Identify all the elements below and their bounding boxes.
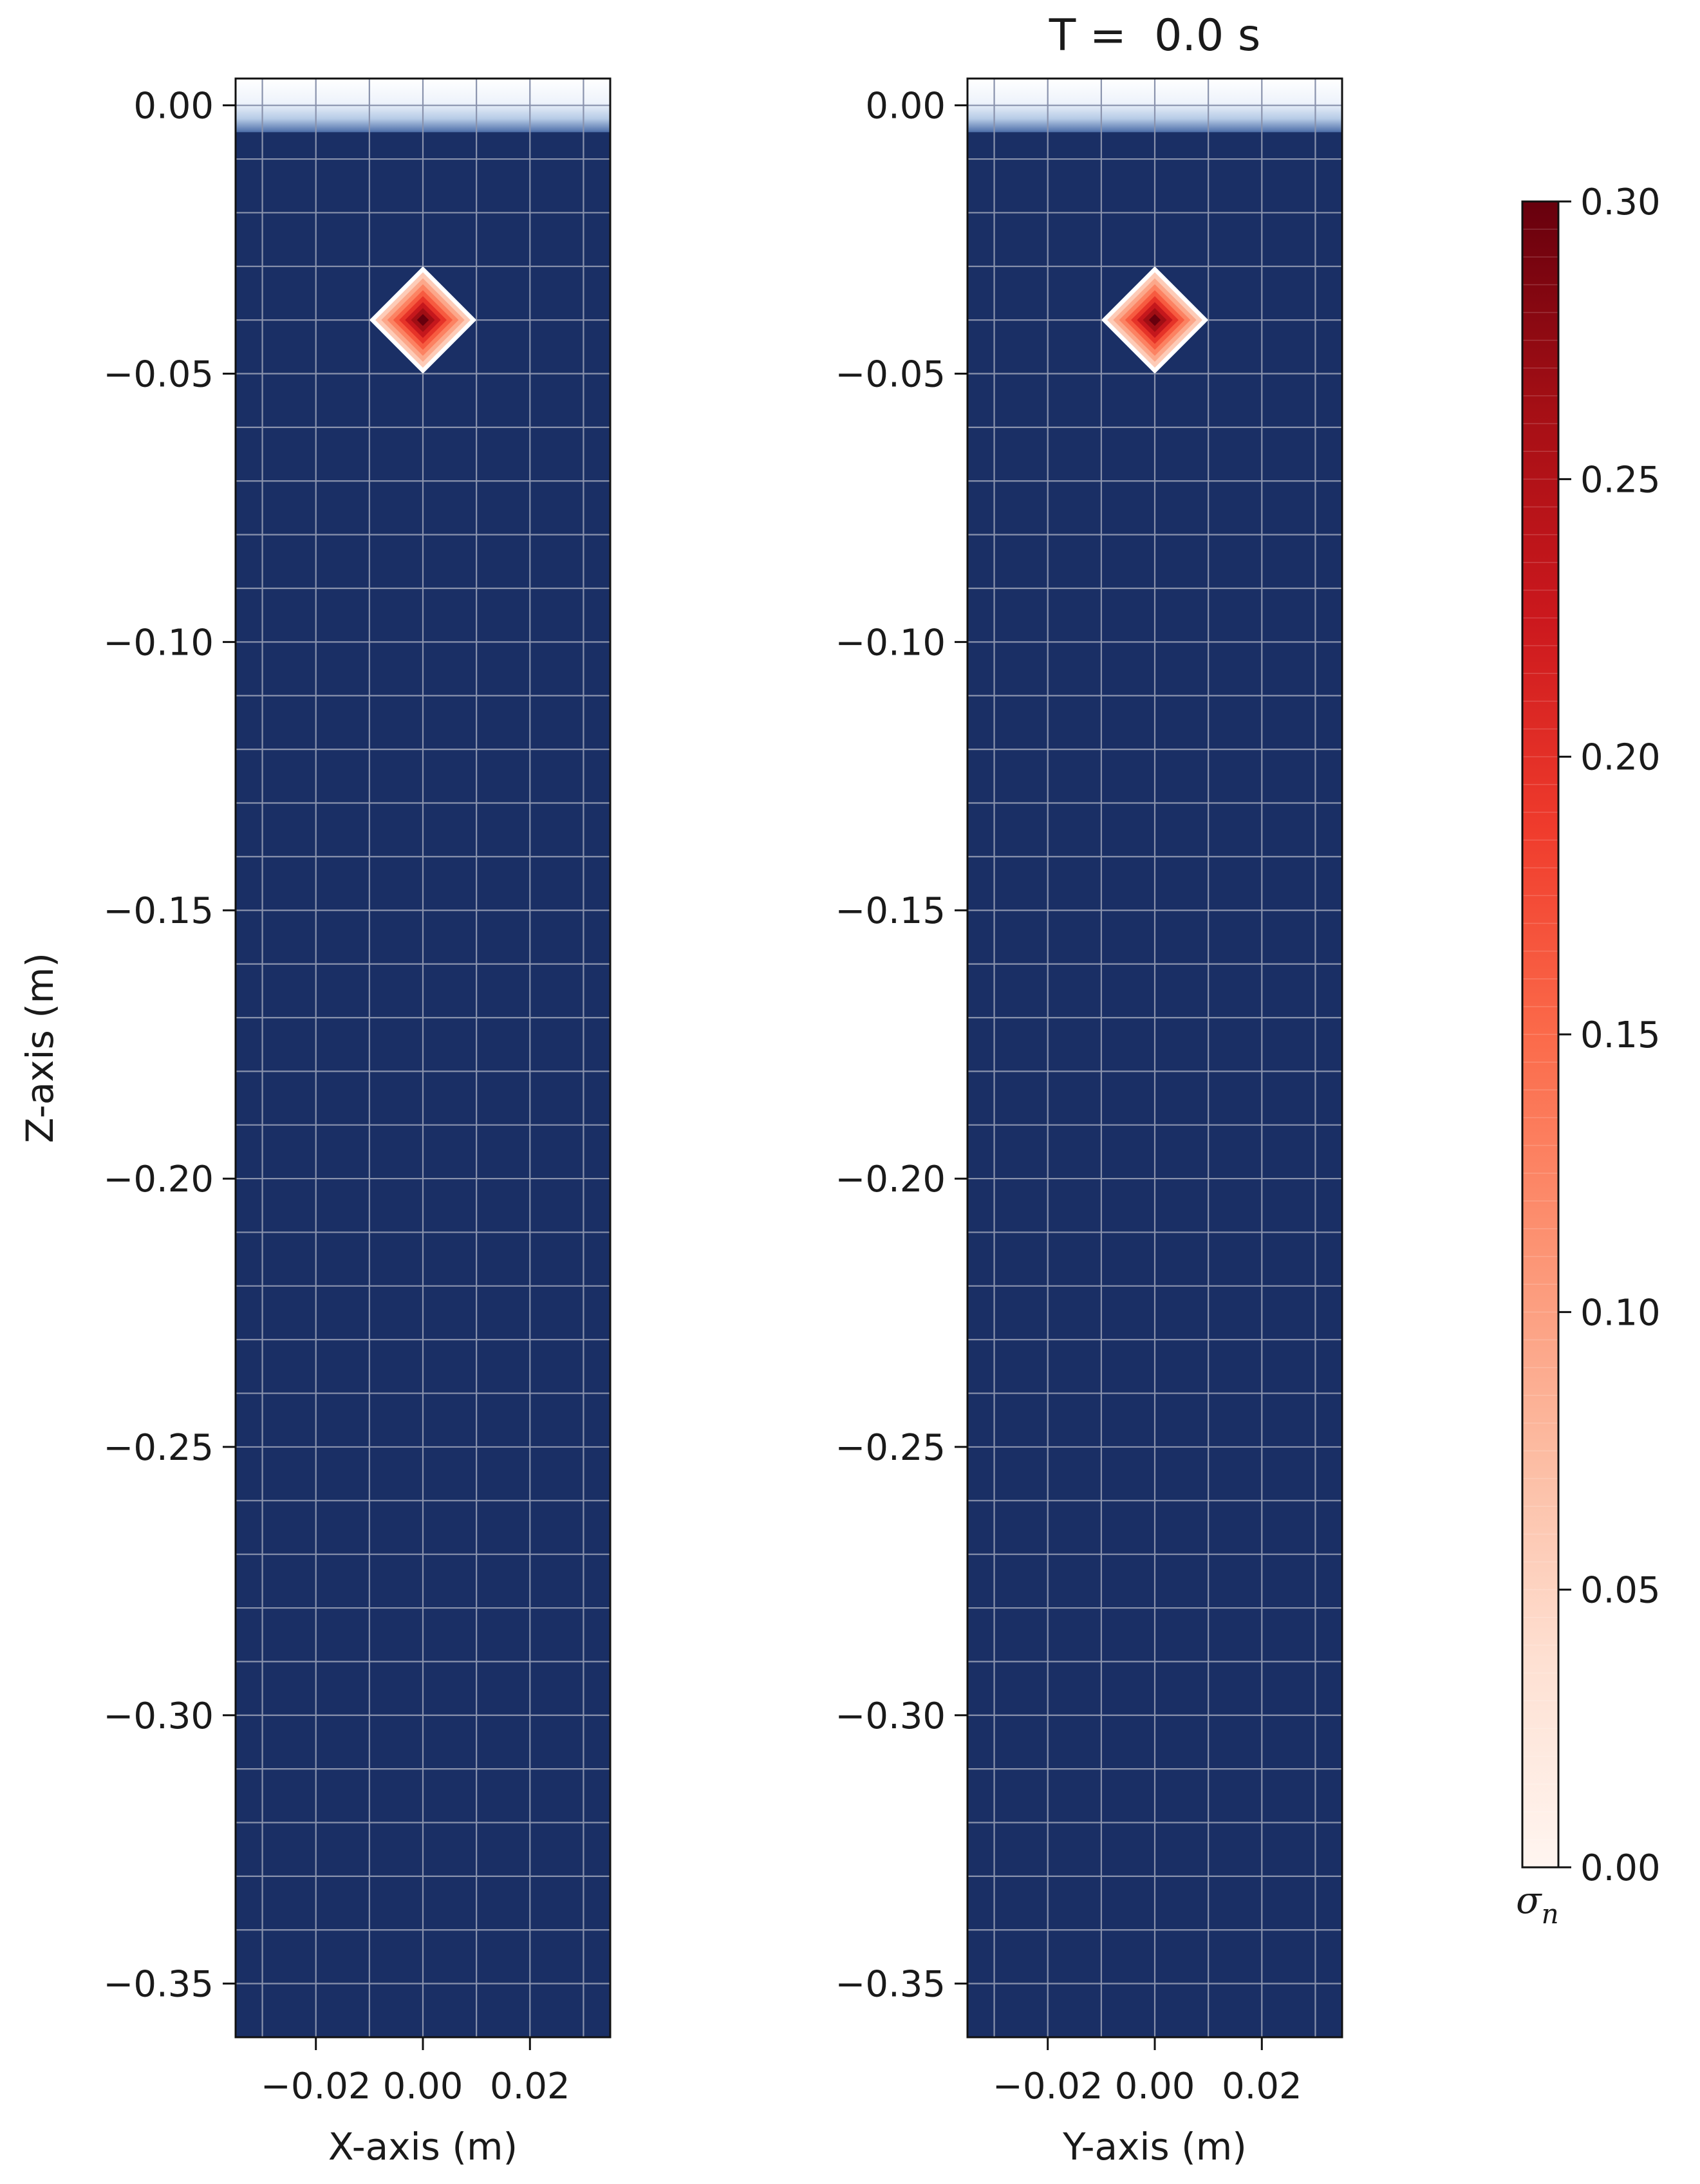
y-tick-label: −0.35 bbox=[103, 1964, 214, 2006]
y-tick-label: 0.00 bbox=[133, 86, 214, 127]
x-tick-label: −0.02 bbox=[261, 2066, 371, 2107]
left-ylabel: Z-axis (m) bbox=[18, 953, 62, 1143]
colorbar-bands bbox=[1522, 229, 1558, 1840]
chart-title: T = 0.0 s bbox=[1049, 10, 1261, 61]
left-grid bbox=[236, 79, 610, 2037]
colorbar-tick-label: 0.30 bbox=[1580, 182, 1661, 223]
left-hotspot bbox=[369, 266, 477, 374]
colorbar-tick-label: 0.05 bbox=[1580, 1570, 1661, 1612]
y-tick-label: −0.30 bbox=[103, 1695, 214, 1737]
colorbar-tick-label: 0.00 bbox=[1580, 1847, 1661, 1889]
colorbar: 0.00 0.05 0.10 0.15 0.20 0.25 0.30 σn bbox=[1516, 182, 1661, 1930]
right-xticks: −0.02 0.00 0.02 bbox=[993, 2037, 1302, 2107]
colorbar-tick-label: 0.10 bbox=[1580, 1292, 1661, 1334]
colorbar-tick-label: 0.20 bbox=[1580, 737, 1661, 779]
y-tick-label: −0.05 bbox=[835, 354, 946, 396]
y-tick-label: −0.10 bbox=[103, 622, 214, 664]
right-yticks: 0.00 −0.05 −0.10 −0.15 −0.20 −0.25 −0.30 −0.35 bbox=[835, 86, 967, 2006]
colorbar-tick-label: 0.25 bbox=[1580, 459, 1661, 501]
x-tick-label: −0.02 bbox=[993, 2066, 1103, 2107]
y-tick-label: −0.30 bbox=[835, 1695, 946, 1737]
y-tick-label: −0.10 bbox=[835, 622, 946, 664]
y-tick-label: −0.20 bbox=[103, 1159, 214, 1200]
y-tick-label: 0.00 bbox=[865, 86, 946, 127]
x-tick-label: 0.02 bbox=[1222, 2066, 1302, 2107]
y-tick-label: −0.35 bbox=[835, 1964, 946, 2006]
x-tick-label: 0.02 bbox=[490, 2066, 570, 2107]
x-tick-label: 0.00 bbox=[1115, 2066, 1195, 2107]
y-tick-label: −0.25 bbox=[835, 1427, 946, 1469]
colorbar-label: σn bbox=[1516, 1878, 1559, 1930]
colorbar-fill bbox=[1522, 201, 1558, 1867]
left-panel: 0.00−0.05−0.10−0.15−0.20−0.25−0.30−0.35 … bbox=[18, 77, 612, 2169]
left-yticks: 0.00 −0.05 −0.10 −0.15 −0.20 −0.25 −0.30 −0.35 bbox=[103, 86, 236, 2006]
y-tick-label: −0.05 bbox=[103, 354, 214, 396]
y-tick-label: −0.15 bbox=[103, 890, 214, 932]
y-tick-label: −0.25 bbox=[103, 1427, 214, 1469]
right-grid bbox=[967, 79, 1342, 2037]
y-tick-label: −0.15 bbox=[835, 890, 946, 932]
hotspot-contour bbox=[1148, 313, 1161, 326]
colorbar-ticks: 0.00 0.05 0.10 0.15 0.20 0.25 0.30 bbox=[1558, 182, 1661, 1889]
colorbar-label-subscript: n bbox=[1542, 1898, 1559, 1930]
x-tick-label: 0.00 bbox=[383, 2066, 463, 2107]
right-hotspot bbox=[1101, 266, 1209, 374]
hotspot-contour bbox=[416, 313, 429, 326]
left-xlabel: X-axis (m) bbox=[328, 2125, 518, 2169]
y-tick-label: −0.20 bbox=[835, 1159, 946, 1200]
right-panel: 0.00−0.05−0.10−0.15−0.20−0.25−0.30−0.35 … bbox=[835, 10, 1343, 2169]
left-xticks: −0.02 0.00 0.02 bbox=[261, 2037, 570, 2107]
colorbar-tick-label: 0.15 bbox=[1580, 1014, 1661, 1056]
right-xlabel: Y-axis (m) bbox=[1062, 2125, 1247, 2169]
colorbar-label-symbol: σ bbox=[1516, 1878, 1542, 1922]
